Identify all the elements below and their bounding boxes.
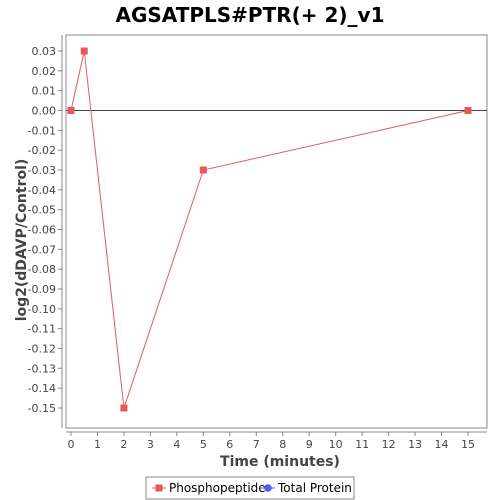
- data-point: [67, 107, 75, 114]
- x-tick-label: 1: [94, 438, 101, 451]
- x-tick-label: 6: [226, 438, 233, 451]
- x-tick-label: 3: [147, 438, 154, 451]
- x-tick-label: 4: [173, 438, 180, 451]
- x-tick-label: 9: [306, 438, 313, 451]
- x-tick-label: 8: [279, 438, 286, 451]
- y-tick-label: -0.14: [28, 382, 56, 395]
- y-tick-label: -0.09: [28, 283, 56, 296]
- data-point: [464, 107, 472, 114]
- x-tick-label: 2: [120, 438, 127, 451]
- y-tick-label: -0.01: [28, 124, 56, 137]
- plot-area: [65, 34, 488, 429]
- x-tick-label: 10: [329, 438, 343, 451]
- legend-marker-circle: [264, 484, 272, 492]
- series-layer: [67, 47, 472, 412]
- data-point: [120, 404, 128, 412]
- x-tick-label: 11: [355, 438, 369, 451]
- y-tick-label: -0.08: [28, 263, 56, 276]
- y-axis-label: log2(dDAVP/Control): [14, 159, 30, 322]
- y-tick-label: -0.13: [28, 362, 56, 375]
- legend: Phosphopeptide Total Protein: [145, 476, 355, 500]
- y-tick-label: -0.02: [28, 144, 56, 157]
- x-tick-label: 5: [200, 438, 207, 451]
- y-tick-label: -0.11: [28, 323, 56, 336]
- y-tick-label: 0.03: [32, 45, 57, 58]
- y-tick-label: -0.03: [28, 164, 56, 177]
- y-tick-label: -0.10: [28, 303, 56, 316]
- y-tick-label: -0.06: [28, 224, 56, 237]
- y-tick-label: -0.15: [28, 402, 56, 415]
- y-tick-label: -0.05: [28, 204, 56, 217]
- data-point: [199, 166, 207, 174]
- legend-marker-square: [155, 484, 163, 492]
- y-tick-label: 0.00: [32, 105, 57, 118]
- y-tick-label: -0.07: [28, 243, 56, 256]
- x-tick-label: 15: [461, 438, 475, 451]
- data-point: [80, 47, 88, 55]
- x-tick-label: 14: [435, 438, 449, 451]
- y-tick-label: -0.04: [28, 184, 56, 197]
- y-tick-label: 0.02: [32, 65, 57, 78]
- x-axis: 0 1 2 3 4 5 6 7 8 9 10 11 12 13 14 15: [66, 431, 487, 451]
- legend-label: Phosphopeptide: [169, 481, 266, 495]
- y-tick-label: -0.12: [28, 343, 56, 356]
- x-tick-label: 13: [408, 438, 422, 451]
- chart-title: AGSATPLS#PTR(+ 2)_v1: [115, 3, 384, 27]
- legend-box: [145, 476, 355, 500]
- x-axis-label: Time (minutes): [220, 454, 340, 470]
- x-tick-label: 12: [382, 438, 396, 451]
- y-axis: 0.03 0.02 0.01 0.00 -0.01 -0.02 -0.03 -0.04 -0.0…: [28, 35, 63, 428]
- legend-label: Total Protein: [277, 481, 352, 495]
- x-tick-label: 7: [253, 438, 260, 451]
- x-tick-label: 0: [68, 438, 75, 451]
- y-tick-label: 0.01: [32, 85, 57, 98]
